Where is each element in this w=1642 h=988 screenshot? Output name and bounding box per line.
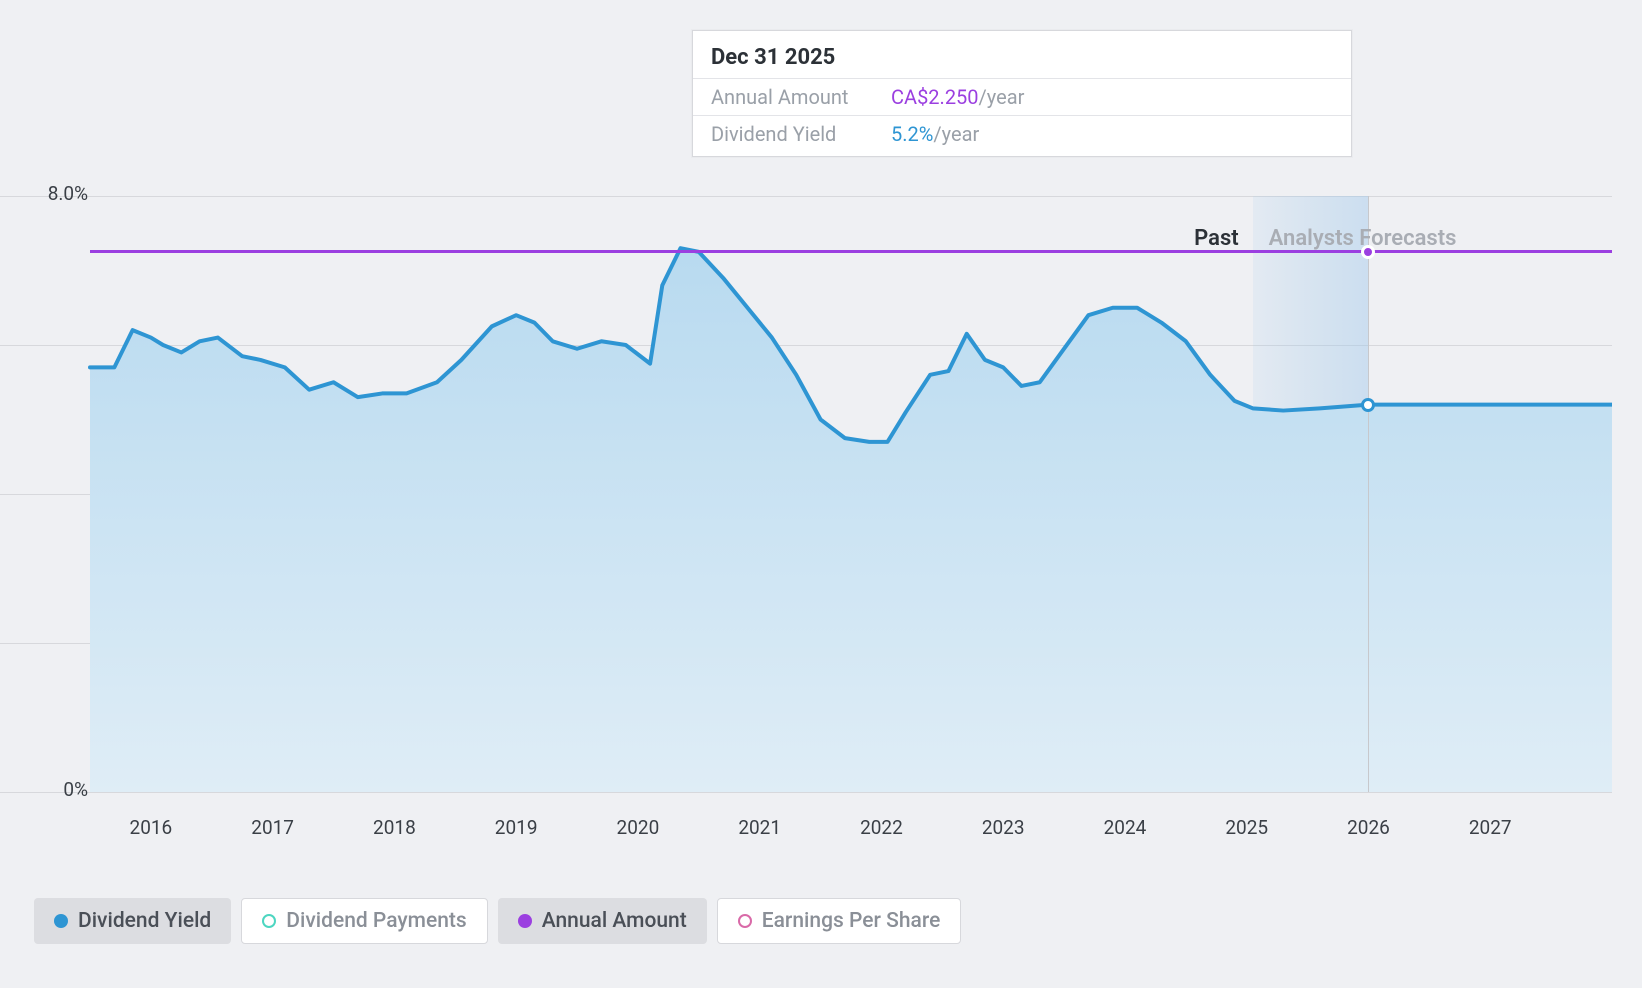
legend-marker-icon [262, 914, 276, 928]
tooltip-row-label: Dividend Yield [711, 122, 891, 146]
legend-item-dividend-yield[interactable]: Dividend Yield [34, 898, 231, 944]
legend-marker-icon [54, 914, 68, 928]
chart-legend: Dividend Yield Dividend Payments Annual Am… [34, 898, 961, 944]
x-axis-tick-label: 2021 [738, 816, 781, 839]
tooltip-row-value-wrap: 5.2%/year [891, 122, 979, 146]
legend-item-label: Annual Amount [542, 909, 687, 933]
legend-item-label: Earnings Per Share [762, 909, 941, 933]
crosshair-line [1368, 196, 1369, 792]
legend-item-label: Dividend Payments [286, 909, 466, 933]
tooltip-row-value: CA$2.250 [891, 85, 979, 109]
legend-marker-icon [738, 914, 752, 928]
tooltip-row: Dividend Yield5.2%/year [693, 116, 1351, 156]
crosshair-marker [1361, 398, 1375, 412]
past-region-label: Past [1194, 226, 1239, 251]
chart-tooltip: Dec 31 2025 Annual AmountCA$2.250/yearDi… [692, 30, 1352, 157]
x-axis-tick-label: 2017 [251, 816, 294, 839]
x-axis-tick-label: 2025 [1225, 816, 1268, 839]
x-axis-tick-label: 2023 [982, 816, 1025, 839]
legend-item-annual-amount[interactable]: Annual Amount [498, 898, 707, 944]
tooltip-row-suffix: /year [979, 85, 1025, 109]
x-axis-tick-label: 2026 [1347, 816, 1390, 839]
tooltip-title: Dec 31 2025 [693, 31, 1351, 79]
x-axis-tick-label: 2020 [617, 816, 660, 839]
x-axis-tick-label: 2019 [495, 816, 538, 839]
tooltip-row-value-wrap: CA$2.250/year [891, 85, 1024, 109]
legend-marker-icon [518, 914, 532, 928]
tooltip-row-value: 5.2% [891, 122, 933, 146]
x-axis-tick-label: 2016 [130, 816, 173, 839]
legend-item-label: Dividend Yield [78, 909, 211, 933]
tooltip-row-label: Annual Amount [711, 85, 891, 109]
x-axis-tick-label: 2022 [860, 816, 903, 839]
gridline [0, 792, 1612, 793]
tooltip-row-suffix: /year [933, 122, 979, 146]
x-axis-tick-label: 2027 [1469, 816, 1512, 839]
legend-item-earnings-per-share[interactable]: Earnings Per Share [717, 898, 962, 944]
tooltip-row: Annual AmountCA$2.250/year [693, 79, 1351, 116]
dividend-chart-panel: 0%8.0% Past Analysts Forecasts 201620172… [0, 0, 1642, 988]
crosshair-marker [1361, 245, 1375, 259]
legend-item-dividend-payments[interactable]: Dividend Payments [241, 898, 487, 944]
x-axis-tick-label: 2018 [373, 816, 416, 839]
x-axis-tick-label: 2024 [1104, 816, 1147, 839]
